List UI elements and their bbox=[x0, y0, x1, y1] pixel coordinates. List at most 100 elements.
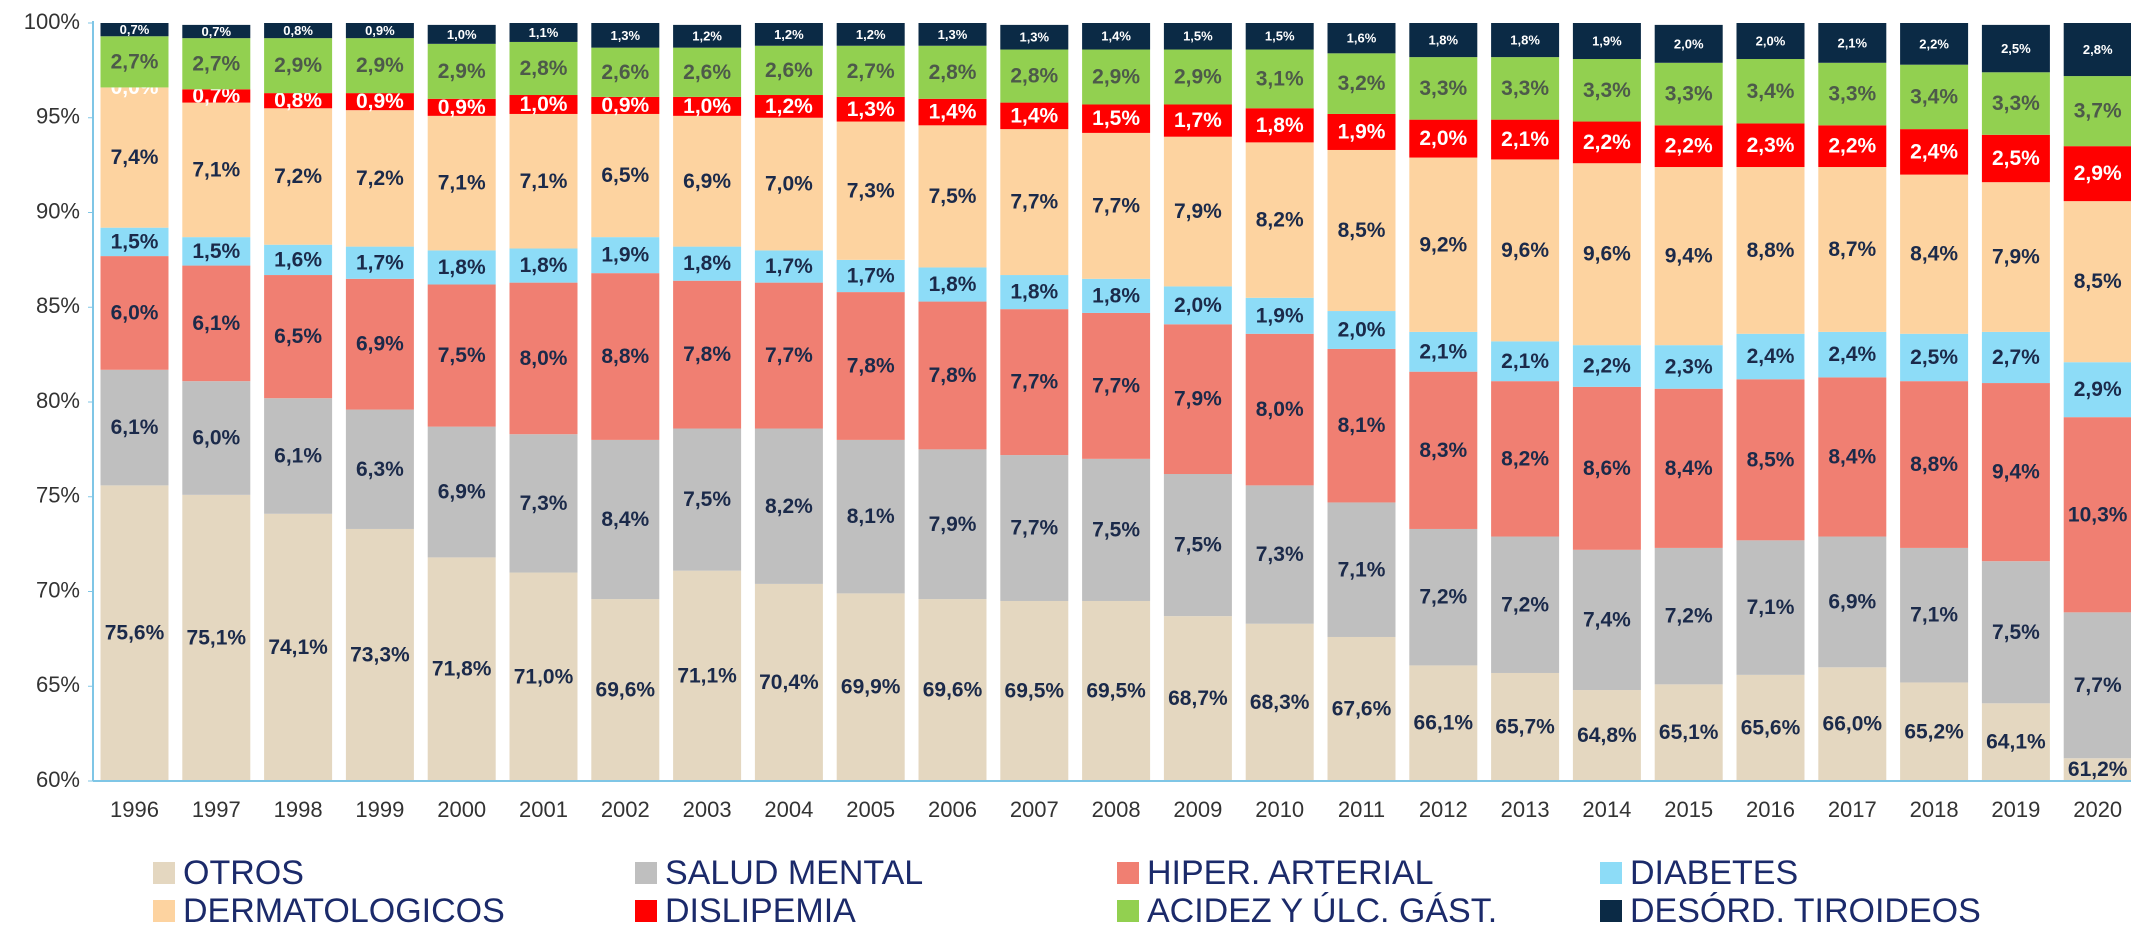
bar-segment bbox=[182, 102, 251, 238]
value-label: 1,3% bbox=[847, 98, 895, 121]
bar-segment bbox=[264, 93, 333, 109]
value-label: 7,7% bbox=[1092, 374, 1140, 397]
legend-label: ACIDEZ Y ÚLC. GÁST. bbox=[1147, 892, 1497, 929]
bar-segment bbox=[1736, 23, 1805, 60]
value-label: 2,9% bbox=[1092, 66, 1140, 89]
x-tick-label: 2011 bbox=[1338, 797, 1385, 822]
value-label: 2,3% bbox=[1665, 355, 1713, 378]
value-label: 8,5% bbox=[2074, 270, 2122, 293]
bar-segment bbox=[509, 41, 578, 96]
bar-segment bbox=[1491, 57, 1560, 120]
bar-segment bbox=[1163, 49, 1232, 105]
y-tick-label: 60% bbox=[36, 767, 80, 792]
value-label: 7,3% bbox=[520, 492, 568, 515]
value-label: 2,1% bbox=[1419, 340, 1467, 363]
y-tick-label: 100% bbox=[24, 9, 80, 34]
value-label: 1,7% bbox=[765, 255, 813, 278]
value-label: 7,5% bbox=[1992, 621, 2040, 644]
value-label: 2,6% bbox=[765, 59, 813, 82]
value-label: 7,3% bbox=[847, 179, 895, 202]
bar-segment bbox=[345, 409, 414, 529]
value-label: 2,6% bbox=[601, 61, 649, 84]
bar-segment bbox=[1900, 682, 1969, 781]
value-label: 1,8% bbox=[438, 256, 486, 279]
value-label: 1,2% bbox=[692, 29, 722, 44]
x-tick-label: 2008 bbox=[1092, 797, 1141, 822]
value-label: 3,3% bbox=[1665, 83, 1713, 106]
value-label: 3,4% bbox=[1910, 85, 1958, 108]
value-label: 3,3% bbox=[1419, 77, 1467, 100]
value-label: 1,9% bbox=[1256, 304, 1304, 327]
bar-segment bbox=[1245, 142, 1314, 298]
value-label: 3,2% bbox=[1338, 72, 1386, 95]
bar-segment bbox=[2063, 23, 2131, 77]
bar-segment bbox=[591, 439, 660, 600]
value-label: 69,5% bbox=[1086, 680, 1146, 703]
bar-segment bbox=[1572, 345, 1641, 387]
value-label: 7,5% bbox=[438, 344, 486, 367]
y-tick-label: 70% bbox=[36, 577, 80, 602]
bar-segment bbox=[754, 23, 823, 46]
bar-segment bbox=[673, 280, 742, 429]
bar-segment bbox=[1572, 386, 1641, 550]
value-label: 2,5% bbox=[1992, 147, 2040, 170]
value-label: 1,2% bbox=[765, 95, 813, 118]
bar-segment bbox=[509, 23, 578, 42]
value-label: 0,7% bbox=[120, 22, 150, 37]
bar-segment bbox=[100, 23, 169, 37]
value-label: 0,7% bbox=[192, 85, 240, 108]
value-label: 6,9% bbox=[683, 170, 731, 193]
bar-segment bbox=[1900, 129, 1969, 175]
legend-swatch bbox=[1117, 900, 1139, 922]
value-label: 2,1% bbox=[1501, 350, 1549, 373]
x-tick-label: 2019 bbox=[1991, 797, 2040, 822]
x-tick-label: 2010 bbox=[1255, 797, 1304, 822]
bar-segment bbox=[1000, 275, 1069, 310]
bar-segment bbox=[1654, 388, 1723, 548]
bar-segment bbox=[264, 513, 333, 781]
bar-segment bbox=[836, 593, 905, 781]
value-label: 9,2% bbox=[1419, 233, 1467, 256]
value-label: 3,3% bbox=[1828, 83, 1876, 106]
bar-segment bbox=[345, 246, 414, 279]
bar-segment bbox=[1000, 600, 1069, 781]
value-label: 1,7% bbox=[1174, 109, 1222, 132]
x-tick-label: 2020 bbox=[2073, 797, 2122, 822]
bar-segment bbox=[345, 38, 414, 94]
value-label: 0,8% bbox=[283, 23, 313, 38]
bar-segment bbox=[1163, 474, 1232, 617]
value-label: 1,4% bbox=[929, 101, 977, 124]
value-label: 2,1% bbox=[1837, 35, 1867, 50]
value-label: 2,7% bbox=[847, 60, 895, 83]
bar-segment bbox=[2063, 612, 2131, 759]
y-tick-label: 80% bbox=[36, 388, 80, 413]
bar-segment bbox=[1491, 23, 1560, 58]
value-label: 8,1% bbox=[847, 505, 895, 528]
bar-segment bbox=[1981, 72, 2050, 135]
value-label: 1,6% bbox=[1347, 31, 1377, 46]
bar-segment bbox=[1981, 24, 2050, 73]
bar-segment bbox=[1245, 49, 1314, 109]
value-label: 2,9% bbox=[274, 54, 322, 77]
bar-segment bbox=[1736, 540, 1805, 675]
bar-segment bbox=[264, 244, 333, 276]
bar-segment bbox=[591, 273, 660, 440]
bar-segment bbox=[1981, 331, 2050, 384]
bar-segment bbox=[1082, 23, 1151, 50]
value-label: 66,1% bbox=[1414, 712, 1474, 735]
value-label: 0,9% bbox=[365, 23, 395, 38]
x-tick-label: 1999 bbox=[355, 797, 404, 822]
value-label: 69,9% bbox=[841, 676, 901, 699]
value-label: 7,7% bbox=[1010, 517, 1058, 540]
bar-segment bbox=[1245, 297, 1314, 334]
bar-segment bbox=[1163, 104, 1232, 137]
x-tick-label: 2014 bbox=[1582, 797, 1631, 822]
value-label: 7,9% bbox=[1174, 388, 1222, 411]
x-tick-label: 2002 bbox=[601, 797, 650, 822]
value-label: 8,8% bbox=[601, 345, 649, 368]
value-label: 2,8% bbox=[2083, 42, 2113, 57]
value-label: 8,2% bbox=[1256, 209, 1304, 232]
bar-segment bbox=[264, 275, 333, 399]
value-label: 64,8% bbox=[1577, 724, 1637, 747]
bar-segment bbox=[182, 38, 251, 90]
